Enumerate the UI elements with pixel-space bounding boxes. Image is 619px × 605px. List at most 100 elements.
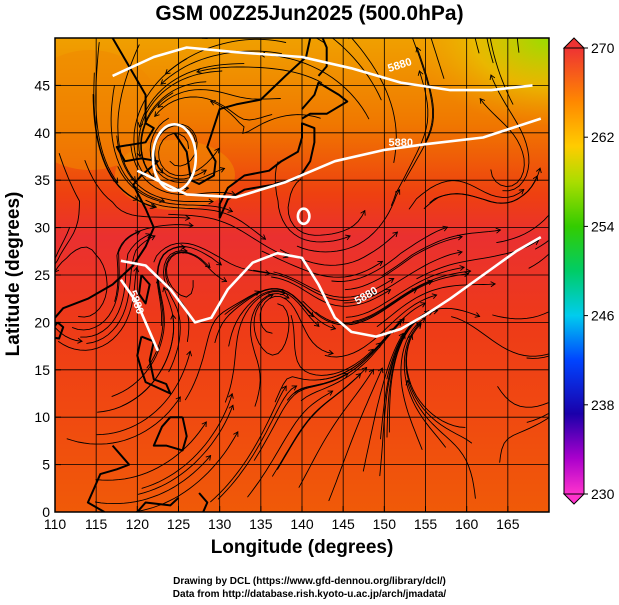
credit-dcl: Drawing by DCL (https://www.gfd-dennou.o… <box>173 576 446 587</box>
streamline <box>345 266 465 318</box>
coastline-segment <box>198 492 209 512</box>
y-tick-label: 20 <box>34 314 50 330</box>
contour-closed <box>296 207 311 226</box>
credit-data-source: Data from http://database.rish.kyoto-u.a… <box>172 589 447 600</box>
streamline <box>224 288 336 330</box>
streamline <box>528 253 549 269</box>
streamline <box>96 350 191 436</box>
streamline <box>381 229 501 277</box>
coastline-segment <box>152 416 188 452</box>
streamline <box>224 291 286 403</box>
streamline-arrow <box>233 431 239 437</box>
streamline-arrow <box>490 281 496 288</box>
streamline <box>499 417 549 463</box>
streamline-arrow <box>149 203 156 209</box>
streamline-arrow <box>396 320 402 327</box>
coastline-segment <box>86 444 131 512</box>
streamline <box>92 93 156 208</box>
streamline <box>165 38 287 75</box>
streamline <box>331 38 382 101</box>
streamline-arrow <box>77 337 83 344</box>
streamline-arrow <box>536 167 542 174</box>
streamline <box>324 294 438 358</box>
streamline-arrow <box>345 234 351 241</box>
streamline-arrow <box>284 12 289 17</box>
x-tick-label: 145 <box>331 516 355 532</box>
streamline-arrow <box>151 203 158 210</box>
streamline <box>217 385 298 500</box>
streamline-arrow <box>416 323 422 329</box>
x-tick-label: 120 <box>126 516 150 532</box>
streamline-arrow <box>385 289 392 295</box>
streamline <box>489 38 514 105</box>
streamline-arrow <box>495 227 502 234</box>
coastline <box>55 38 349 512</box>
streamline <box>296 189 401 253</box>
streamline <box>116 135 214 203</box>
x-tick-label: 130 <box>208 516 232 532</box>
streamline-arrow <box>137 122 144 128</box>
streamline-arrow <box>180 244 186 250</box>
streamline <box>319 302 426 381</box>
streamline <box>149 117 225 183</box>
streamline-arrow <box>281 385 287 392</box>
streamline <box>405 334 473 444</box>
streamline-arrow <box>214 147 220 154</box>
streamline-arrow <box>405 379 412 386</box>
streamline-arrow <box>590 375 595 380</box>
y-axis-ticks: 0 5 10 15 20 25 30 35 40 45 <box>34 77 61 520</box>
streamline-arrow <box>392 231 399 238</box>
streamline-arrow <box>159 197 166 203</box>
streamline-arrow <box>201 169 207 175</box>
streamline <box>58 267 138 351</box>
streamline-arrow <box>615 273 619 278</box>
streamline-arrow <box>398 4 403 9</box>
y-tick-label: 40 <box>34 125 50 141</box>
streamline-arrow <box>260 234 267 240</box>
x-axis-label: Longitude (degrees) <box>210 537 394 558</box>
streamline <box>163 250 188 373</box>
colorbar-ticks: 230 238 246 254 262 270 <box>584 40 615 502</box>
streamline <box>300 318 405 402</box>
coastline-segment <box>55 321 65 340</box>
streamline <box>210 100 321 134</box>
streamline-arrow <box>283 293 290 299</box>
streamline-arrow <box>175 396 181 403</box>
streamline <box>351 38 397 163</box>
streamline-arrow <box>368 348 374 355</box>
streamline <box>496 214 549 244</box>
streamline <box>114 224 194 302</box>
streamline <box>328 367 383 502</box>
streamline-arrow <box>598 354 603 359</box>
streamline-arrow <box>442 225 449 232</box>
streamline <box>210 385 287 503</box>
y-tick-label: 0 <box>42 504 50 520</box>
streamline <box>166 252 227 298</box>
colorbar-bar <box>563 47 585 495</box>
coastline-segment <box>136 497 180 512</box>
grid-lines <box>55 38 549 512</box>
streamline-arrow <box>228 392 234 399</box>
streamline-arrow <box>291 385 298 391</box>
streamline <box>84 160 191 219</box>
streamline <box>492 311 549 320</box>
streamline <box>55 153 80 265</box>
streamline <box>408 180 525 210</box>
streamline <box>376 283 496 327</box>
streamline-arrow <box>355 372 362 379</box>
streamline-arrow <box>201 421 207 428</box>
contour-line <box>119 278 160 352</box>
streamline <box>406 380 476 499</box>
colorbar-tick-label: 238 <box>591 397 615 413</box>
streamline-arrow <box>431 293 438 299</box>
streamline-arrow <box>328 349 334 356</box>
streamline-arrow <box>479 98 486 104</box>
coastline-segment <box>136 335 172 395</box>
streamline <box>526 412 549 423</box>
streamline-arrow <box>417 70 424 76</box>
streamline <box>343 251 463 304</box>
colorbar-tick-label: 246 <box>591 308 615 324</box>
streamline <box>66 396 181 445</box>
contour-line <box>120 235 542 338</box>
streamline-arrow <box>369 291 376 297</box>
